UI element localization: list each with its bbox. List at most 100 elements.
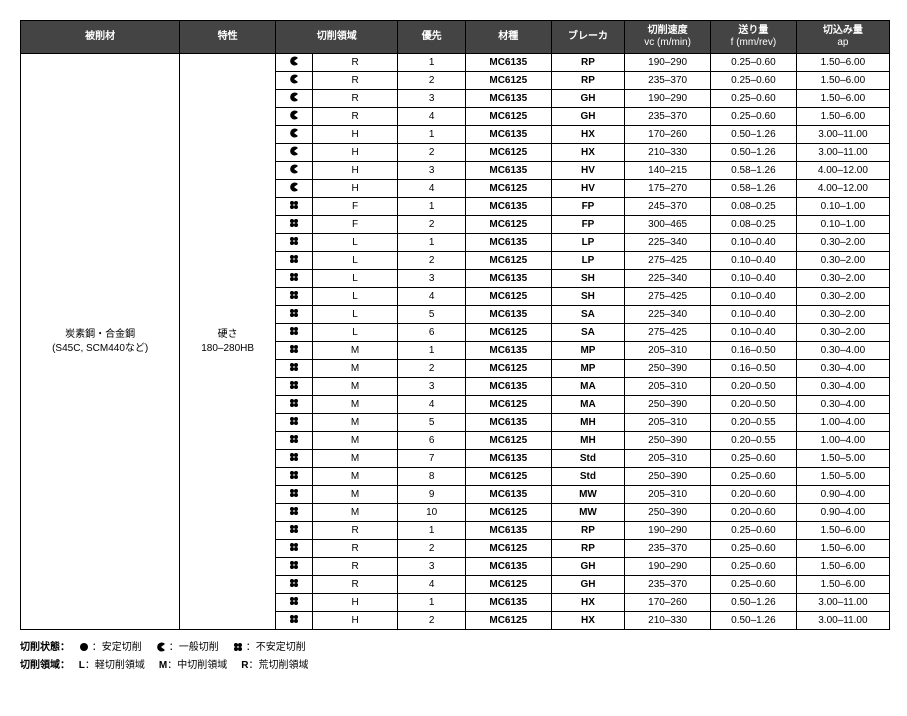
cell-ap: 0.30–4.00 (796, 342, 889, 360)
cell-grade: MC6125 (465, 288, 551, 306)
cell-vc: 275–425 (625, 252, 711, 270)
legend-area-item: R：荒切削領域 (241, 658, 308, 674)
cell-area: M (312, 486, 398, 504)
cell-breaker: Std (551, 450, 625, 468)
cell-vc: 250–390 (625, 504, 711, 522)
cell-area: L (312, 234, 398, 252)
cell-f: 0.25–0.60 (711, 72, 797, 90)
cutting-state-icon (289, 254, 299, 267)
cell-ap: 0.30–2.00 (796, 306, 889, 324)
cutting-state-icon (289, 434, 299, 447)
cell-vc: 275–425 (625, 288, 711, 306)
th-priority: 優先 (398, 21, 465, 54)
cutting-state-icon (289, 542, 299, 555)
cell-priority: 9 (398, 486, 465, 504)
cutting-state-icon (289, 290, 299, 303)
cell-area: H (312, 180, 398, 198)
cell-icon (275, 198, 312, 216)
cell-breaker: GH (551, 90, 625, 108)
cell-f: 0.58–1.26 (711, 162, 797, 180)
cell-ap: 1.50–6.00 (796, 576, 889, 594)
cutting-state-icon (289, 92, 299, 105)
cell-f: 0.10–0.40 (711, 324, 797, 342)
legend-area-item: M：中切削領域 (159, 658, 227, 674)
cell-f: 0.20–0.60 (711, 486, 797, 504)
cell-ap: 1.50–6.00 (796, 540, 889, 558)
cell-priority: 4 (398, 288, 465, 306)
cell-area: R (312, 522, 398, 540)
th-breaker: ブレーカ (551, 21, 625, 54)
cell-vc: 210–330 (625, 612, 711, 630)
cutting-state-icon (289, 578, 299, 591)
cell-f: 0.50–1.26 (711, 126, 797, 144)
cell-breaker: RP (551, 72, 625, 90)
cell-grade: MC6135 (465, 270, 551, 288)
cell-grade: MC6125 (465, 540, 551, 558)
cell-ap: 3.00–11.00 (796, 126, 889, 144)
cell-area: H (312, 162, 398, 180)
cell-f: 0.50–1.26 (711, 594, 797, 612)
cell-vc: 205–310 (625, 450, 711, 468)
cell-icon (275, 396, 312, 414)
cell-priority: 6 (398, 324, 465, 342)
cutting-state-icon (289, 398, 299, 411)
cell-ap: 0.30–4.00 (796, 378, 889, 396)
cell-breaker: FP (551, 216, 625, 234)
cell-f: 0.25–0.60 (711, 108, 797, 126)
cell-breaker: SA (551, 324, 625, 342)
cell-ap: 0.30–4.00 (796, 396, 889, 414)
cell-priority: 2 (398, 540, 465, 558)
cutting-state-icon (289, 614, 299, 627)
cell-grade: MC6125 (465, 180, 551, 198)
cell-breaker: HV (551, 180, 625, 198)
cell-area: R (312, 558, 398, 576)
cell-area: M (312, 396, 398, 414)
cell-f: 0.58–1.26 (711, 180, 797, 198)
cell-property: 硬さ180–280HB (180, 54, 276, 630)
cell-breaker: RP (551, 540, 625, 558)
cell-breaker: MA (551, 396, 625, 414)
cell-icon (275, 252, 312, 270)
cell-breaker: MW (551, 504, 625, 522)
cell-ap: 1.50–6.00 (796, 108, 889, 126)
cell-priority: 3 (398, 270, 465, 288)
cell-breaker: HX (551, 144, 625, 162)
cell-icon (275, 90, 312, 108)
cell-breaker: HX (551, 126, 625, 144)
cell-area: R (312, 90, 398, 108)
cell-grade: MC6125 (465, 612, 551, 630)
cell-f: 0.10–0.40 (711, 306, 797, 324)
cell-breaker: MW (551, 486, 625, 504)
cell-vc: 250–390 (625, 432, 711, 450)
cell-ap: 1.50–6.00 (796, 90, 889, 108)
cell-priority: 1 (398, 126, 465, 144)
cutting-state-icon (289, 524, 299, 537)
cell-priority: 1 (398, 54, 465, 72)
cell-icon (275, 234, 312, 252)
cell-grade: MC6125 (465, 216, 551, 234)
cell-f: 0.25–0.60 (711, 450, 797, 468)
cell-icon (275, 522, 312, 540)
cell-breaker: Std (551, 468, 625, 486)
cell-area: M (312, 450, 398, 468)
cell-vc: 225–340 (625, 306, 711, 324)
cell-icon (275, 558, 312, 576)
cell-icon (275, 306, 312, 324)
cell-priority: 2 (398, 144, 465, 162)
cell-f: 0.10–0.40 (711, 270, 797, 288)
cell-area: R (312, 54, 398, 72)
cell-icon (275, 54, 312, 72)
cell-area: M (312, 504, 398, 522)
cell-grade: MC6135 (465, 54, 551, 72)
cell-icon (275, 288, 312, 306)
cell-icon (275, 162, 312, 180)
cell-icon (275, 576, 312, 594)
cell-priority: 8 (398, 468, 465, 486)
cell-priority: 5 (398, 306, 465, 324)
cell-icon (275, 72, 312, 90)
cell-ap: 0.30–2.00 (796, 324, 889, 342)
cell-icon (275, 144, 312, 162)
cell-area: M (312, 342, 398, 360)
cell-grade: MC6125 (465, 396, 551, 414)
cell-icon (275, 594, 312, 612)
